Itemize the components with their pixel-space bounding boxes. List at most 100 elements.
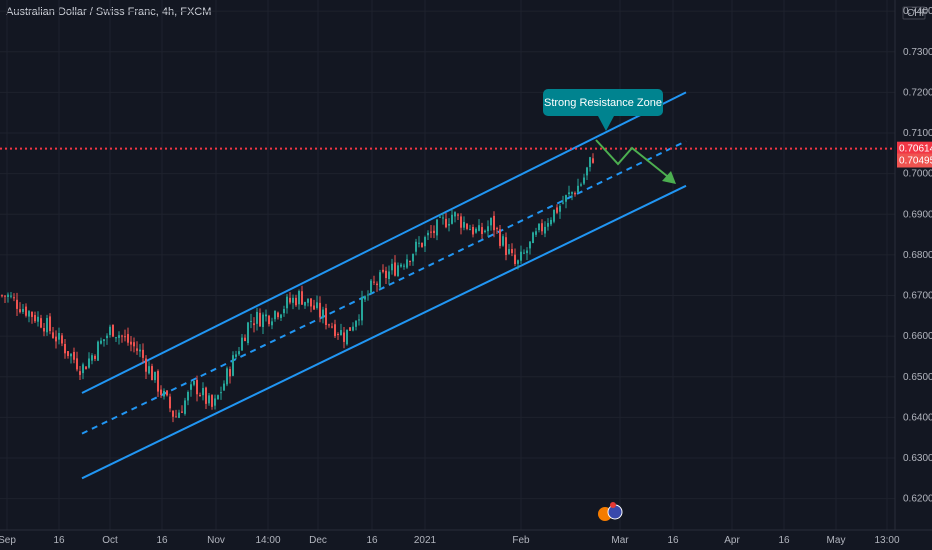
candle-body (169, 396, 171, 409)
candle-body (379, 272, 381, 288)
candle-body (511, 249, 513, 254)
candle-body (343, 332, 345, 342)
channel-lower-line[interactable] (81, 184, 687, 480)
candle-body (430, 231, 432, 233)
time-tick-label: Mar (611, 535, 629, 546)
candle-body (145, 358, 147, 372)
event-badge-icon (610, 502, 616, 508)
candle-body (94, 355, 96, 359)
candle-body (124, 336, 126, 338)
candle-body (82, 364, 84, 374)
candle-body (133, 342, 135, 347)
candle-body (25, 306, 27, 316)
candle-body (517, 260, 519, 264)
candle-body (565, 195, 567, 202)
candle-body (202, 388, 204, 396)
channel-upper-line[interactable] (81, 91, 687, 394)
candle-body (55, 336, 57, 342)
time-axis-bg (0, 530, 932, 550)
candle-body (100, 340, 102, 344)
candle-body (457, 214, 459, 216)
candle-body (433, 230, 435, 234)
candle-body (286, 296, 288, 309)
candle-body (34, 315, 36, 322)
currency-label[interactable]: CHF (902, 6, 928, 20)
candle-body (577, 185, 579, 193)
channel-middle-line[interactable] (81, 140, 687, 435)
projection-path[interactable] (595, 139, 673, 181)
candle-body (223, 383, 225, 391)
candle-body (232, 355, 234, 376)
candle-body (49, 316, 51, 332)
candle-body (7, 294, 9, 297)
candle-body (187, 392, 189, 401)
candle-body (532, 232, 534, 244)
candle-body (127, 334, 129, 343)
time-tick-label: Dec (309, 535, 327, 546)
candle-body (544, 226, 546, 234)
candle-body (322, 309, 324, 318)
projection-arrow[interactable] (595, 139, 676, 184)
event-icons[interactable] (598, 502, 623, 521)
candle-body (403, 265, 405, 267)
candle-body (148, 366, 150, 374)
time-tick-label: 16 (667, 535, 679, 546)
candle-body (265, 314, 267, 317)
candle-body (298, 291, 300, 305)
price-channel[interactable] (81, 91, 687, 480)
resistance-callout[interactable]: Strong Resistance Zone (543, 89, 663, 131)
candle-body (358, 319, 360, 321)
candle-body (580, 184, 582, 186)
candle-body (493, 215, 495, 231)
time-tick-label: 14:00 (255, 535, 280, 546)
price-axis-bg (895, 0, 932, 550)
candle-body (244, 337, 246, 342)
callout-pointer (598, 116, 614, 131)
candle-body (412, 253, 414, 262)
candle-body (118, 335, 120, 338)
candle-body (289, 297, 291, 303)
candle-body (73, 351, 75, 360)
candle-body (193, 380, 195, 385)
candle-body (526, 250, 528, 254)
candle-body (442, 217, 444, 219)
candle-body (502, 236, 504, 246)
candle-body (37, 316, 39, 322)
candle-body (571, 192, 573, 194)
candle-body (463, 221, 465, 228)
candle-body (481, 227, 483, 235)
candle-body (547, 223, 549, 227)
candle-body (538, 223, 540, 231)
candle-body (157, 371, 159, 392)
chart-title: Australian Dollar / Swiss Franc, 4h, FXC… (6, 6, 212, 18)
candle-body (424, 237, 426, 247)
candle-body (253, 323, 255, 326)
candle-body (364, 296, 366, 300)
candle-body (268, 315, 270, 325)
time-axis[interactable]: Sep 16 Oct 16 Nov 14:00 Dec 16 2021 Feb Mar 16 Apr 16… (0, 529, 932, 550)
candle-body (370, 280, 372, 293)
candle-body (40, 318, 42, 328)
time-tick-label: 16 (778, 535, 790, 546)
candle-body (112, 324, 114, 337)
callout-box[interactable] (543, 89, 663, 116)
candle-body (484, 230, 486, 232)
candle-body (355, 320, 357, 327)
close-price-tag (897, 153, 932, 168)
candle-body (238, 351, 240, 355)
candle-body (508, 249, 510, 254)
candle-body (361, 297, 363, 321)
candle-body (13, 297, 15, 299)
candle-body (520, 251, 522, 261)
candle-body (391, 263, 393, 271)
time-tick-label: Apr (724, 535, 740, 546)
candle-body (328, 324, 330, 326)
candle-body (385, 270, 387, 279)
candle-body (178, 412, 180, 418)
